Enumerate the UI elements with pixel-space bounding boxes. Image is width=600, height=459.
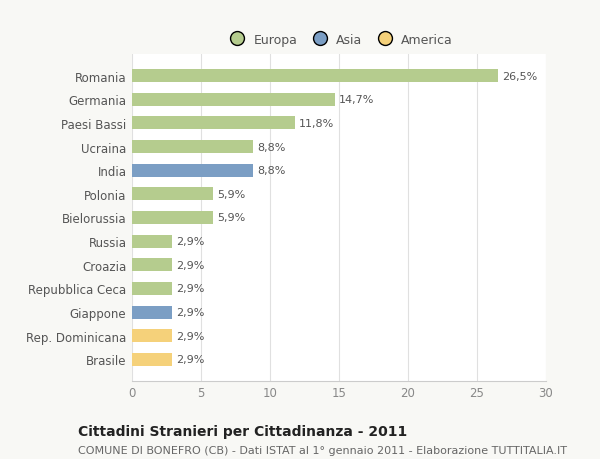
Text: 2,9%: 2,9% (176, 355, 205, 364)
Bar (132, 188, 214, 201)
Text: 8,8%: 8,8% (257, 142, 286, 152)
Text: 2,9%: 2,9% (176, 260, 205, 270)
Text: 2,9%: 2,9% (176, 331, 205, 341)
Text: Cittadini Stranieri per Cittadinanza - 2011: Cittadini Stranieri per Cittadinanza - 2… (78, 425, 407, 438)
Text: 11,8%: 11,8% (299, 118, 334, 129)
Text: 2,9%: 2,9% (176, 284, 205, 294)
Bar (132, 164, 253, 177)
Bar (132, 282, 172, 295)
Bar (132, 141, 253, 154)
Text: 2,9%: 2,9% (176, 308, 205, 318)
Bar (132, 353, 172, 366)
Bar (132, 212, 214, 224)
Text: 26,5%: 26,5% (502, 72, 537, 81)
Text: 5,9%: 5,9% (218, 213, 246, 223)
Bar (132, 235, 172, 248)
Text: COMUNE DI BONEFRO (CB) - Dati ISTAT al 1° gennaio 2011 - Elaborazione TUTTITALIA: COMUNE DI BONEFRO (CB) - Dati ISTAT al 1… (78, 445, 567, 455)
Bar (132, 70, 498, 83)
Bar (132, 117, 295, 130)
Text: 2,9%: 2,9% (176, 237, 205, 246)
Text: 14,7%: 14,7% (339, 95, 374, 105)
Bar (132, 94, 335, 106)
Bar (132, 259, 172, 272)
Text: 8,8%: 8,8% (257, 166, 286, 176)
Text: 5,9%: 5,9% (218, 190, 246, 199)
Bar (132, 306, 172, 319)
Bar (132, 330, 172, 342)
Legend: Europa, Asia, America: Europa, Asia, America (220, 29, 458, 52)
